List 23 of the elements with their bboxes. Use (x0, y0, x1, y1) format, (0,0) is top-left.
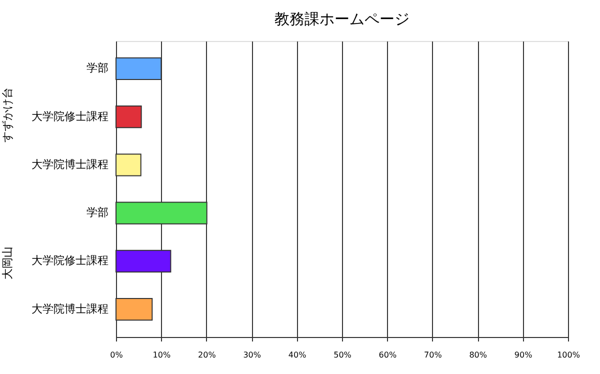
x-tick-label: 0% (110, 350, 124, 360)
y-tick-label: 大学院博士課程 (32, 302, 108, 316)
x-tick-label: 60% (378, 350, 397, 360)
x-tick-label: 80% (469, 350, 488, 360)
text: 大岡山 (1, 246, 14, 280)
y-tick-label: 学部 (86, 206, 108, 220)
bar (116, 154, 142, 176)
x-tick-label: 50% (334, 350, 352, 360)
y-tick-label: 大学院修士課程 (32, 110, 108, 123)
x-tick-label: 20% (198, 350, 216, 360)
bar (116, 105, 142, 128)
x-tick-label: 10% (152, 350, 171, 360)
bar (116, 298, 153, 321)
text: すずかけ台 (1, 88, 14, 142)
y-tick-label: 大学院博士課程 (32, 158, 108, 171)
x-tick-label: 70% (424, 350, 442, 360)
x-tick-label: 100% (557, 350, 580, 360)
y-tick-label: 学部 (86, 62, 108, 75)
chart-title: 教務課ホームページ (274, 10, 410, 28)
x-tick-label: 40% (288, 350, 307, 360)
x-tick-label: 30% (243, 350, 262, 360)
x-tick-label: 90% (514, 350, 533, 360)
y-tick-label: 大学院修士課程 (32, 254, 108, 268)
